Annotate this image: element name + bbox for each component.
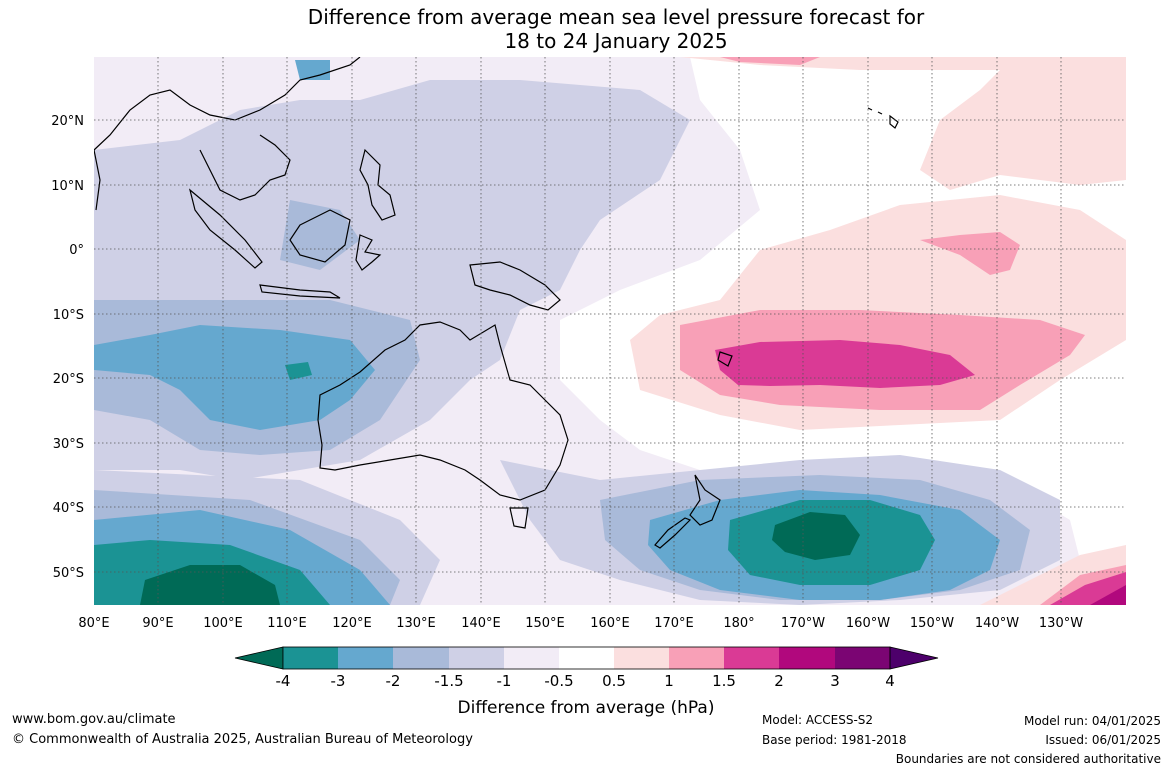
new-guinea-coastline [469, 261, 561, 311]
anomaly-fields [94, 57, 1126, 605]
lon-label: 130°W [1039, 616, 1083, 631]
colorbar-cell [234, 646, 284, 670]
lat-label: 30°S [53, 437, 84, 452]
disclaimer-text: Boundaries are not considered authoritat… [895, 752, 1161, 766]
lon-label: 110°E [267, 616, 307, 631]
colorbar-cell [889, 646, 939, 670]
anomaly-region-pink [680, 57, 1126, 605]
philippines-coastline [359, 148, 396, 221]
colorbar-ticks: -4 -3 -2 -1.5 -1 -0.5 0.5 1 1.5 2 3 4 [276, 672, 895, 690]
sumatra-java-coastline [188, 188, 341, 299]
colorbar-cell [669, 647, 724, 669]
lat-label: 20°S [53, 372, 84, 387]
colorbar-cell [283, 647, 338, 669]
asia-coastline [94, 57, 361, 201]
colorbar-cell [338, 647, 393, 669]
lon-label: 160°E [590, 616, 630, 631]
lat-label: 50°S [53, 566, 84, 581]
australia-coastline [317, 321, 569, 501]
model-run-text: Model run: 04/01/2025 [1023, 714, 1161, 728]
model-text: Model: ACCESS-S2 [762, 713, 874, 727]
website-link[interactable]: www.bom.gov.au/climate [12, 712, 176, 727]
colorbar-tick-label: 4 [885, 672, 895, 690]
lon-label: 140°W [975, 616, 1019, 631]
fiji-coastline [717, 351, 733, 367]
issued-text: Issued: 06/01/2025 [1045, 733, 1161, 747]
colorbar-cell [779, 647, 835, 669]
lon-label: 180° [723, 616, 754, 631]
colorbar-tick-label: 0.5 [602, 672, 626, 690]
lon-label: 170°E [654, 616, 694, 631]
map-title: Difference from average mean sea level p… [0, 5, 1173, 53]
colorbar-cell [449, 647, 504, 669]
colorbar-label: Difference from average (hPa) [458, 698, 715, 718]
colorbar-tick-label: 1 [664, 672, 674, 690]
lon-label: 150°W [910, 616, 954, 631]
colorbar-tick-label: -1 [497, 672, 512, 690]
colorbar-cell [559, 647, 614, 669]
lat-label: 10°N [51, 179, 84, 194]
sulawesi-coastline [355, 234, 382, 271]
tasmania-coastline [509, 507, 529, 529]
colorbar-tick-label: 2 [774, 672, 784, 690]
longitude-labels: 80°E 90°E 100°E 110°E 120°E 130°E 140°E … [78, 616, 1083, 631]
lon-label: 80°E [78, 616, 109, 631]
colorbar-tick-label: -3 [331, 672, 346, 690]
colorbar-tick-label: -2 [386, 672, 401, 690]
colorbar-tick-label: -4 [276, 672, 291, 690]
title-line-1: Difference from average mean sea level p… [307, 5, 925, 29]
lat-label: 40°S [53, 501, 84, 516]
lon-label: 120°E [332, 616, 372, 631]
colorbar-tick-label: 1.5 [712, 672, 736, 690]
title-line-2: 18 to 24 January 2025 [504, 29, 728, 53]
lon-label: 150°E [525, 616, 565, 631]
lon-label: 160°W [846, 616, 890, 631]
colorbar-tick-label: -1.5 [434, 672, 463, 690]
base-period-text: Base period: 1981-2018 [762, 733, 907, 747]
colorbar-outline [282, 646, 891, 670]
new-zealand-coastline [654, 474, 721, 549]
colorbar-tick-label: 3 [830, 672, 840, 690]
lat-label: 0° [69, 243, 84, 258]
coastlines [94, 57, 899, 549]
lon-label: 170°W [781, 616, 825, 631]
india-coastline [94, 149, 101, 211]
lat-label: 20°N [51, 114, 84, 129]
colorbar: -4 -3 -2 -1.5 -1 -0.5 0.5 1 1.5 2 3 4 Di… [234, 646, 939, 718]
colorbar-cell [614, 647, 669, 669]
lon-label: 90°E [142, 616, 173, 631]
colorbar-tick-label: -0.5 [544, 672, 573, 690]
anomaly-region-deep-magenta [1090, 585, 1126, 605]
copyright-text: © Commonwealth of Australia 2025, Austra… [12, 732, 473, 747]
anomaly-region-magenta [715, 340, 1126, 605]
anomaly-region-dark-teal [140, 512, 860, 605]
lon-label: 140°E [461, 616, 501, 631]
colorbar-cell [393, 647, 449, 669]
colorbar-cell [724, 647, 779, 669]
latitude-labels: 20°N 10°N 0° 10°S 20°S 30°S 40°S 50°S [51, 114, 84, 581]
lon-label: 130°E [396, 616, 436, 631]
colorbar-cell [504, 647, 559, 669]
lat-label: 10°S [53, 308, 84, 323]
gridlines [94, 57, 1126, 605]
lon-label: 100°E [203, 616, 243, 631]
colorbar-cell [835, 647, 890, 669]
borneo-coastline [289, 209, 351, 263]
